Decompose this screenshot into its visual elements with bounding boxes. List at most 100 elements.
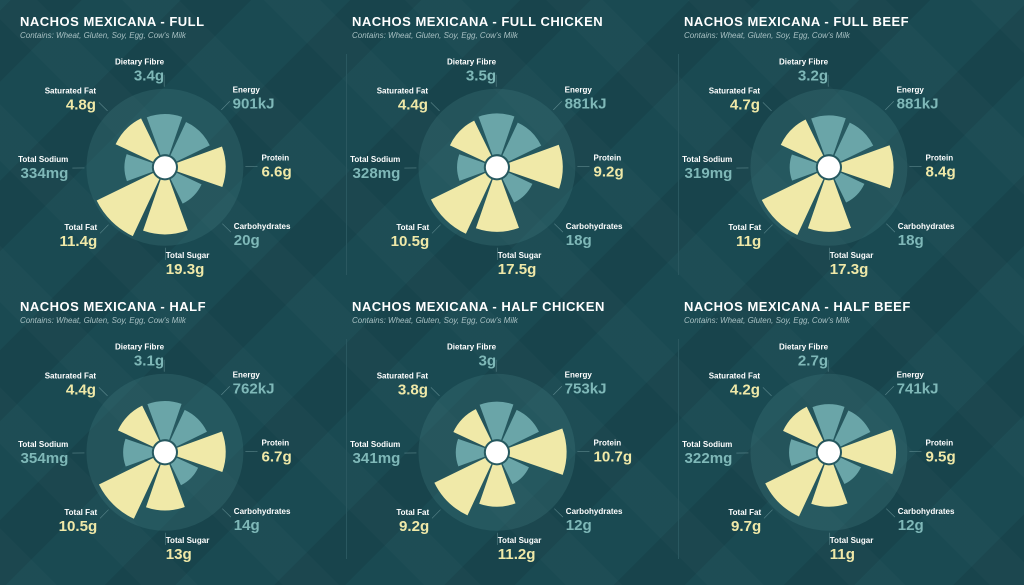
card-title: NACHOS MEXICANA - FULL (20, 14, 340, 29)
label-total_sugar: Total Sugar (166, 535, 210, 544)
label-carbohydrates: Carbohydrates (566, 506, 623, 515)
value-carbohydrates: 18g (566, 232, 592, 249)
value-dietary_fibre: 3.5g (466, 68, 496, 85)
label-total_sodium: Total Sodium (350, 440, 400, 449)
label-saturated_fat: Saturated Fat (377, 87, 429, 96)
label-total_sugar: Total Sugar (166, 251, 210, 260)
chart-hub (486, 441, 508, 463)
label-total_fat: Total Fat (728, 508, 761, 517)
label-total_fat: Total Fat (728, 223, 761, 232)
chart-hub (818, 441, 840, 463)
chart-hub (154, 441, 176, 463)
label-protein: Protein (261, 153, 289, 162)
label-dietary_fibre: Dietary Fibre (115, 342, 165, 351)
tick-energy (885, 101, 893, 110)
value-total_sodium: 319mg (685, 165, 733, 182)
label-energy: Energy (233, 370, 261, 379)
value-total_sodium: 328mg (353, 165, 401, 182)
chart-wrap: Energy881kJProtein9.2gCarbohydrates18gTo… (346, 36, 678, 293)
value-total_fat: 11g (736, 233, 761, 250)
value-dietary_fibre: 3.2g (798, 68, 828, 85)
label-saturated_fat: Saturated Fat (377, 371, 429, 380)
label-total_sodium: Total Sodium (18, 440, 68, 449)
value-total_sodium: 334mg (21, 165, 69, 182)
label-protein: Protein (261, 438, 289, 447)
label-total_fat: Total Fat (64, 223, 97, 232)
label-total_sodium: Total Sodium (18, 155, 68, 164)
value-total_fat: 9.7g (731, 518, 761, 535)
chart-wrap: Energy901kJProtein6.6gCarbohydrates20gTo… (14, 36, 346, 293)
tick-total_fat (764, 225, 772, 234)
value-total_fat: 9.2g (399, 518, 429, 535)
nutrition-card: NACHOS MEXICANA - FULL Contains: Wheat, … (14, 8, 346, 293)
label-protein: Protein (925, 438, 953, 447)
tick-carbohydrates (886, 224, 895, 232)
label-carbohydrates: Carbohydrates (898, 506, 955, 515)
label-total_fat: Total Fat (64, 508, 97, 517)
label-dietary_fibre: Dietary Fibre (779, 58, 829, 67)
nutrition-grid: NACHOS MEXICANA - FULL Contains: Wheat, … (0, 0, 1024, 585)
label-total_sodium: Total Sodium (682, 440, 732, 449)
label-carbohydrates: Carbohydrates (898, 222, 955, 231)
value-total_fat: 10.5g (391, 233, 430, 250)
chart-hub (486, 156, 508, 178)
tick-carbohydrates (886, 508, 895, 516)
label-dietary_fibre: Dietary Fibre (447, 58, 497, 67)
label-energy: Energy (897, 370, 925, 379)
nutrition-card: NACHOS MEXICANA - FULL BEEF Contains: Wh… (678, 8, 1010, 293)
label-total_fat: Total Fat (396, 508, 429, 517)
value-protein: 6.7g (261, 448, 291, 465)
rose-chart: Energy881kJProtein8.4gCarbohydrates18gTo… (678, 36, 1010, 293)
value-carbohydrates: 12g (566, 517, 592, 534)
chart-wrap: Energy762kJProtein6.7gCarbohydrates14gTo… (14, 321, 346, 578)
value-energy: 762kJ (233, 380, 275, 397)
label-saturated_fat: Saturated Fat (45, 371, 97, 380)
rose-chart: Energy881kJProtein9.2gCarbohydrates18gTo… (346, 36, 678, 293)
tick-saturated_fat (99, 102, 108, 110)
label-protein: Protein (593, 438, 621, 447)
tick-saturated_fat (431, 387, 440, 395)
card-title: NACHOS MEXICANA - HALF (20, 299, 340, 314)
chart-wrap: Energy881kJProtein8.4gCarbohydrates18gTo… (678, 36, 1010, 293)
value-energy: 741kJ (897, 380, 939, 397)
nutrition-card: NACHOS MEXICANA - FULL CHICKEN Contains:… (346, 8, 678, 293)
tick-saturated_fat (763, 387, 772, 395)
value-dietary_fibre: 3.4g (134, 68, 164, 85)
tick-energy (553, 386, 561, 395)
value-dietary_fibre: 3g (478, 352, 496, 369)
label-dietary_fibre: Dietary Fibre (779, 342, 829, 351)
value-total_sugar: 11.2g (498, 545, 536, 562)
tick-energy (885, 386, 893, 395)
value-carbohydrates: 20g (234, 232, 260, 249)
value-saturated_fat: 4.2g (730, 381, 760, 398)
chart-hub (818, 156, 840, 178)
tick-carbohydrates (222, 508, 231, 516)
rose-chart: Energy901kJProtein6.6gCarbohydrates20gTo… (14, 36, 346, 293)
tick-saturated_fat (431, 102, 440, 110)
tick-carbohydrates (222, 224, 231, 232)
nutrition-card: NACHOS MEXICANA - HALF Contains: Wheat, … (14, 293, 346, 578)
tick-total_fat (100, 225, 108, 234)
label-protein: Protein (593, 153, 621, 162)
value-protein: 9.5g (925, 448, 955, 465)
value-energy: 881kJ (565, 95, 607, 112)
rose-chart: Energy753kJProtein10.7gCarbohydrates12gT… (346, 321, 678, 578)
value-carbohydrates: 12g (898, 517, 924, 534)
value-saturated_fat: 4.7g (730, 97, 760, 114)
rose-chart: Energy762kJProtein6.7gCarbohydrates14gTo… (14, 321, 346, 578)
label-dietary_fibre: Dietary Fibre (115, 58, 165, 67)
value-protein: 6.6g (261, 163, 291, 180)
label-energy: Energy (897, 85, 925, 94)
tick-total_fat (764, 509, 772, 518)
card-title: NACHOS MEXICANA - HALF BEEF (684, 299, 1004, 314)
value-energy: 901kJ (233, 95, 275, 112)
value-total_sugar: 17.3g (830, 261, 869, 278)
label-carbohydrates: Carbohydrates (234, 506, 291, 515)
value-carbohydrates: 18g (898, 232, 924, 249)
tick-saturated_fat (99, 387, 108, 395)
label-energy: Energy (565, 370, 593, 379)
value-total_sodium: 341mg (353, 450, 401, 467)
tick-total_fat (432, 509, 440, 518)
tick-total_fat (100, 509, 108, 518)
value-total_sodium: 322mg (685, 450, 733, 467)
